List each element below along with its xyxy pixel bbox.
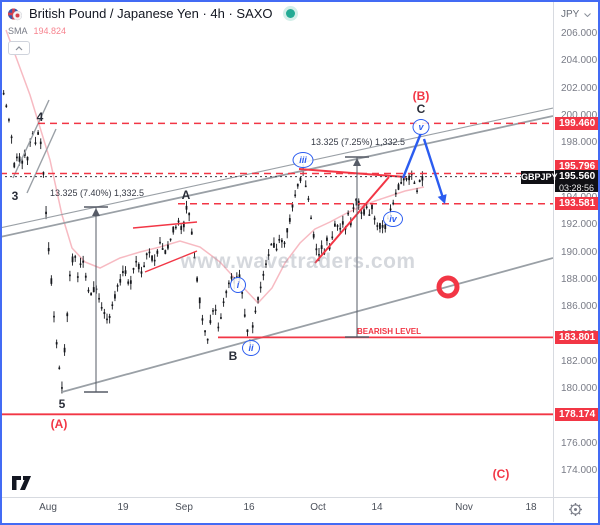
price-tick: 190.000 [561,246,598,258]
symbol-legend-row[interactable]: British Pound / Japanese Yen · 4h · SAXO [8,6,295,21]
time-tick-16: 16 [243,502,255,513]
range-label-1: 13.325 (7.25%) 1,332.5 [310,137,406,147]
wave-label-C[interactable]: C [416,102,426,116]
bar-countdown: 03:28:56 [559,182,595,193]
price-tick: 204.000 [561,55,598,67]
indicator-value: 194.824 [33,26,67,36]
last-price-symbol-tag: GBPJPY [521,170,558,184]
price-tick: 200.000 [561,110,598,121]
currency-selector[interactable]: JPY [557,7,595,22]
chevron-up-icon [15,45,23,50]
projection-arrowhead [437,194,447,204]
indicator-legend-row[interactable]: SMA 194.824 [8,26,295,36]
price-tick: 206.000 [561,28,598,39]
wave-label-C[interactable]: (C) [492,467,510,481]
time-tick-Sep: Sep [175,502,193,513]
time-tick-19: 19 [117,502,129,513]
price-tick: 186.000 [561,301,598,313]
gear-icon [568,502,582,516]
price-level-label: 178.174 [555,407,600,421]
tradingview-logo[interactable] [12,476,33,496]
time-tick-14: 14 [371,502,383,513]
time-tick-18: 18 [525,502,537,513]
bearish-level-label: BEARISH LEVEL [357,327,422,336]
projection-line-down[interactable] [422,138,445,199]
time-axis[interactable]: Aug 19 Sep 16 Oct 14 Nov 18 [0,497,600,522]
currency-label: JPY [561,9,580,20]
chart-canvas[interactable] [0,0,553,497]
red-trendline[interactable] [132,221,198,229]
last-price-box: 195.560 03:28:56 [555,169,600,193]
axis-settings-button[interactable] [565,500,585,518]
circled-wave-v[interactable]: v [412,119,430,135]
range-up-arrow [92,208,100,216]
indicator-name: SMA [8,26,28,36]
highlight-circle[interactable] [436,275,460,299]
price-tick: 188.000 [561,274,598,285]
wave-label-A[interactable]: (A) [50,417,68,431]
price-tick: 174.000 [561,465,598,477]
red-trendline[interactable] [144,250,198,273]
circled-wave-iv[interactable]: iv [383,211,403,227]
chart-pane[interactable]: www.wavetraders.com 4 3 A B 5 C (A) (B) (C) i ii ii… [0,0,553,497]
price-tick: 182.000 [561,356,598,367]
price-tick: 176.000 [561,438,598,449]
wave-label-5[interactable]: 5 [58,397,66,411]
price-level-label: 199.460 [555,116,600,130]
gray-trendline[interactable] [12,99,50,179]
gray-trendline[interactable] [26,128,57,194]
gray-trendline[interactable] [0,107,553,229]
chevron-down-icon [584,12,592,17]
axis-corner-divider [553,498,554,522]
price-tick: 202.000 [561,82,598,94]
time-tick-Oct: Oct [310,502,326,513]
price-level-label: 193.581 [555,197,600,211]
projection-line-up[interactable] [401,132,423,179]
wave-label-3[interactable]: 3 [11,189,19,203]
legend-collapse-button[interactable] [8,41,30,55]
range-up-arrow [353,158,361,166]
price-level-label: 183.801 [555,330,600,344]
price-tick: 198.000 [561,137,598,149]
circled-wave-i[interactable]: i [230,277,246,293]
range-label-0: 13.325 (7.40%) 1,332.5 [49,188,145,198]
price-tick: 192.000 [561,219,598,231]
drawings-layer: 4 3 A B 5 C (A) (B) (C) i ii iii iv v 13.325 (7.40%) 1… [11,89,510,481]
watermark: www.wavetraders.com [180,250,416,273]
wave-label-4[interactable]: 4 [36,110,44,124]
gray-trendline[interactable] [61,257,553,393]
wave-label-A[interactable]: A [181,188,191,202]
price-tick: 180.000 [561,383,598,395]
circled-wave-iii[interactable]: iii [292,152,314,168]
last-price-value: 195.560 [559,170,596,182]
symbol-title[interactable]: British Pound / Japanese Yen · 4h · SAXO [29,6,273,21]
time-tick-Nov: Nov [455,502,473,513]
price-axis[interactable]: JPY 195.560 03:28:56 206.000 204.000 202.0… [553,0,600,497]
chart-legend: British Pound / Japanese Yen · 4h · SAXO… [8,6,295,55]
wave-label-B[interactable]: B [228,349,238,363]
time-tick-Aug: Aug [39,502,57,513]
circled-wave-ii[interactable]: ii [242,340,260,356]
symbol-flag-icon [8,8,22,20]
wave-label-B[interactable]: (B) [412,89,430,103]
market-status-dot[interactable] [285,9,295,18]
red-trendline[interactable] [314,176,390,264]
